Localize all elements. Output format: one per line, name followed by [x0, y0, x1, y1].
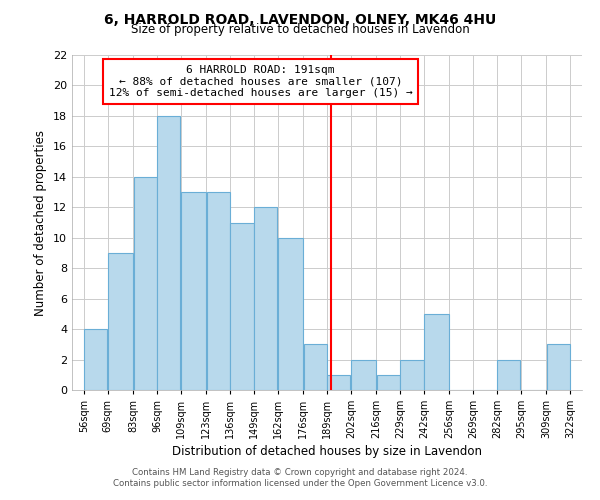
Bar [424, 314, 449, 390]
Bar [230, 222, 254, 390]
Text: 6, HARROLD ROAD, LAVENDON, OLNEY, MK46 4HU: 6, HARROLD ROAD, LAVENDON, OLNEY, MK46 4… [104, 12, 496, 26]
Bar [547, 344, 570, 390]
Bar [134, 177, 157, 390]
Bar [157, 116, 181, 390]
X-axis label: Distribution of detached houses by size in Lavendon: Distribution of detached houses by size … [172, 446, 482, 458]
Bar [181, 192, 206, 390]
Bar [377, 375, 400, 390]
Bar [84, 329, 107, 390]
Bar [400, 360, 424, 390]
Bar [206, 192, 230, 390]
Y-axis label: Number of detached properties: Number of detached properties [34, 130, 47, 316]
Bar [351, 360, 376, 390]
Bar [254, 208, 277, 390]
Text: Contains HM Land Registry data © Crown copyright and database right 2024.
Contai: Contains HM Land Registry data © Crown c… [113, 468, 487, 487]
Text: 6 HARROLD ROAD: 191sqm
← 88% of detached houses are smaller (107)
12% of semi-de: 6 HARROLD ROAD: 191sqm ← 88% of detached… [109, 65, 413, 98]
Bar [304, 344, 327, 390]
Text: Size of property relative to detached houses in Lavendon: Size of property relative to detached ho… [131, 22, 469, 36]
Bar [108, 253, 133, 390]
Bar [327, 375, 350, 390]
Bar [278, 238, 303, 390]
Bar [497, 360, 520, 390]
